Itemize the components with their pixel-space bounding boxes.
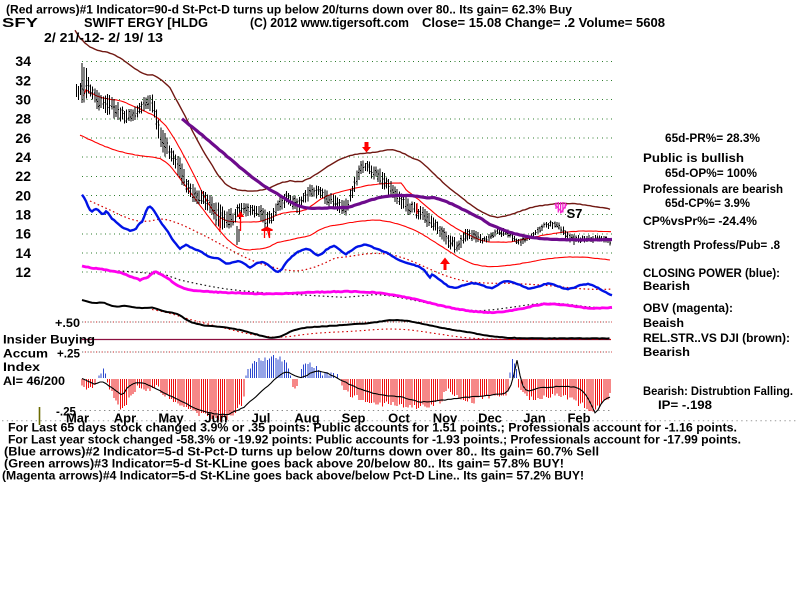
svg-text:14: 14 (15, 245, 31, 261)
svg-text:2/ 21/-12- 2/ 19/ 13: 2/ 21/-12- 2/ 19/ 13 (44, 30, 163, 45)
svg-text:Strength Profess/Pub= .8: Strength Profess/Pub= .8 (643, 238, 780, 252)
svg-text:(Magenta arrows)#4 Indicator=5: (Magenta arrows)#4 Indicator=5-d St-KLin… (2, 469, 584, 483)
svg-text:Nov: Nov (433, 411, 458, 426)
svg-text:Public is bullish: Public is bullish (643, 151, 744, 165)
svg-text:28: 28 (15, 111, 31, 127)
svg-text:12: 12 (15, 264, 31, 280)
svg-text:Bearish: Distrubtion Falling.: Bearish: Distrubtion Falling. (643, 384, 793, 398)
svg-text:REL.STR..VS DJI (brown):: REL.STR..VS DJI (brown): (643, 331, 790, 345)
svg-text:65d-PR%= 28.3%: 65d-PR%= 28.3% (665, 131, 760, 145)
svg-text:34: 34 (15, 53, 31, 69)
svg-text:22: 22 (15, 168, 31, 184)
svg-text:(Blue arrows)#2 Indicator=5-d: (Blue arrows)#2 Indicator=5-d St-Pct-D t… (4, 445, 599, 459)
svg-text:(C) 2012 www.tigersoft.com: (C) 2012 www.tigersoft.com (250, 16, 409, 30)
svg-text:(Green arrows)#3 Indicator=5-d: (Green arrows)#3 Indicator=5-d St-KLine … (4, 457, 564, 471)
svg-text:CP%vsPr%= -24.4%: CP%vsPr%= -24.4% (643, 214, 757, 228)
svg-text:OBV (magenta):: OBV (magenta): (643, 301, 733, 315)
svg-text:May: May (158, 411, 184, 426)
svg-text:Feb: Feb (567, 411, 590, 426)
svg-text:+.25: +.25 (57, 347, 80, 361)
svg-text:For Last 65 days stock changed: For Last 65 days stock changed 3.9% or .… (8, 421, 737, 435)
svg-text:CLOSING POWER (blue):: CLOSING POWER (blue): (643, 266, 780, 280)
svg-text:Professionals are bearish: Professionals are bearish (643, 182, 783, 196)
svg-text:Oct: Oct (388, 411, 410, 426)
svg-text:SFY: SFY (2, 16, 39, 30)
svg-text:(Red arrows)#1 Indicator=90-d: (Red arrows)#1 Indicator=90-d St-Pct-D t… (6, 3, 572, 17)
svg-text:AI= 46/200: AI= 46/200 (3, 374, 65, 388)
svg-text:65d-CP%= 3.9%: 65d-CP%= 3.9% (665, 196, 750, 210)
svg-text:Jul: Jul (252, 411, 271, 426)
svg-text:Index: Index (3, 360, 40, 374)
svg-text:Beaish: Beaish (643, 316, 684, 330)
svg-text:Jun: Jun (204, 411, 227, 426)
svg-text:32: 32 (15, 72, 31, 88)
svg-text:Accum: Accum (3, 347, 48, 361)
svg-text:Insider Buying: Insider Buying (3, 333, 95, 347)
svg-text:-.25: -.25 (56, 405, 76, 419)
svg-text:16: 16 (15, 226, 31, 242)
svg-text:24: 24 (15, 149, 31, 165)
svg-text:For Last year stock changed -5: For Last year stock changed -58.3% or -1… (8, 433, 741, 447)
svg-text:20: 20 (15, 187, 31, 203)
svg-text:S7: S7 (567, 206, 583, 221)
svg-text:Mar: Mar (66, 411, 89, 426)
svg-text:Bearish: Bearish (643, 345, 690, 359)
svg-text:Aug: Aug (294, 411, 319, 426)
svg-text:Jan: Jan (523, 411, 545, 426)
svg-text:Dec: Dec (478, 411, 502, 426)
svg-text:IP= -.198: IP= -.198 (658, 398, 712, 412)
svg-text:65d-OP%= 100%: 65d-OP%= 100% (665, 166, 757, 180)
svg-text:26: 26 (15, 130, 31, 146)
svg-text:18: 18 (15, 207, 31, 223)
svg-text:30: 30 (15, 91, 31, 107)
svg-text:Bearish: Bearish (643, 279, 690, 293)
svg-text:Sep: Sep (342, 411, 366, 426)
svg-text:SWIFT ERGY [HLDG: SWIFT ERGY [HLDG (84, 16, 208, 30)
svg-text:Apr: Apr (114, 411, 136, 426)
svg-text:Close= 15.08 Change= .2 Volu: Close= 15.08 Change= .2 Volume= 5608 (422, 16, 665, 30)
svg-text:+.50: +.50 (55, 316, 80, 330)
